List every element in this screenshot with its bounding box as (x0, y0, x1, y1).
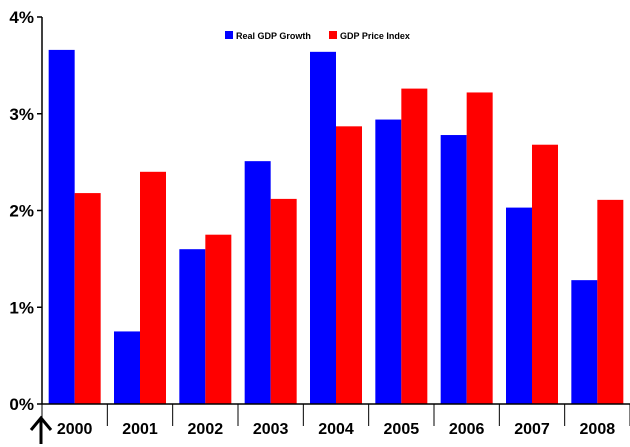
bar-real-gdp-growth-2001 (114, 331, 140, 404)
bar-real-gdp-growth-2006 (440, 135, 467, 404)
bar-real-gdp-growth-2008 (571, 280, 598, 404)
y-tick-label: 3% (9, 105, 34, 124)
up-arrow-icon (29, 415, 53, 444)
legend-label: GDP Price Index (340, 31, 410, 41)
bar-gdp-price-index-2000 (74, 193, 101, 404)
legend-swatch (329, 31, 337, 39)
y-tick-labels: 0% 1% 2% 3% 4% (9, 8, 34, 414)
bar-gdp-price-index-2004 (336, 126, 362, 404)
x-tick-label: 2008 (580, 421, 616, 438)
x-tick-label: 2007 (514, 421, 550, 438)
y-tick-label: 4% (9, 8, 34, 27)
x-category-labels: 2000 2001 2002 2003 2004 2005 2006 2007 2008 (57, 421, 615, 438)
bar-real-gdp-growth-2002 (179, 249, 206, 404)
bar-gdp-price-index-2005 (401, 88, 428, 404)
axes-group (37, 16, 630, 426)
legend-swatch (225, 31, 233, 39)
bar-real-gdp-growth-2000 (48, 49, 75, 405)
x-tick-label: 2004 (318, 421, 354, 438)
bar-real-gdp-growth-2003 (244, 161, 271, 404)
x-tick-label: 2005 (384, 421, 420, 438)
bar-gdp-price-index-2008 (597, 199, 624, 404)
legend: Real GDP Growth GDP Price Index (225, 31, 410, 41)
x-tick-label: 2001 (122, 421, 158, 438)
bar-gdp-price-index-2003 (270, 198, 297, 404)
x-tick-label: 2002 (188, 421, 224, 438)
bar-real-gdp-growth-2005 (375, 119, 402, 405)
y-tick-label: 0% (9, 395, 34, 414)
bar-gdp-price-index-2006 (466, 92, 493, 404)
legend-label: Real GDP Growth (236, 31, 311, 41)
bar-gdp-price-index-2001 (140, 171, 166, 404)
bar-gdp-price-index-2002 (205, 234, 232, 404)
bars-group (48, 49, 624, 405)
y-tick-label: 2% (9, 202, 34, 221)
y-tick-label: 1% (9, 298, 34, 317)
x-tick-label: 2006 (449, 421, 485, 438)
bar-gdp-price-index-2007 (532, 144, 558, 404)
x-tick-label: 2003 (253, 421, 289, 438)
x-tick-label: 2000 (57, 421, 93, 438)
bar-real-gdp-growth-2004 (310, 51, 336, 405)
bar-real-gdp-growth-2007 (506, 207, 532, 404)
